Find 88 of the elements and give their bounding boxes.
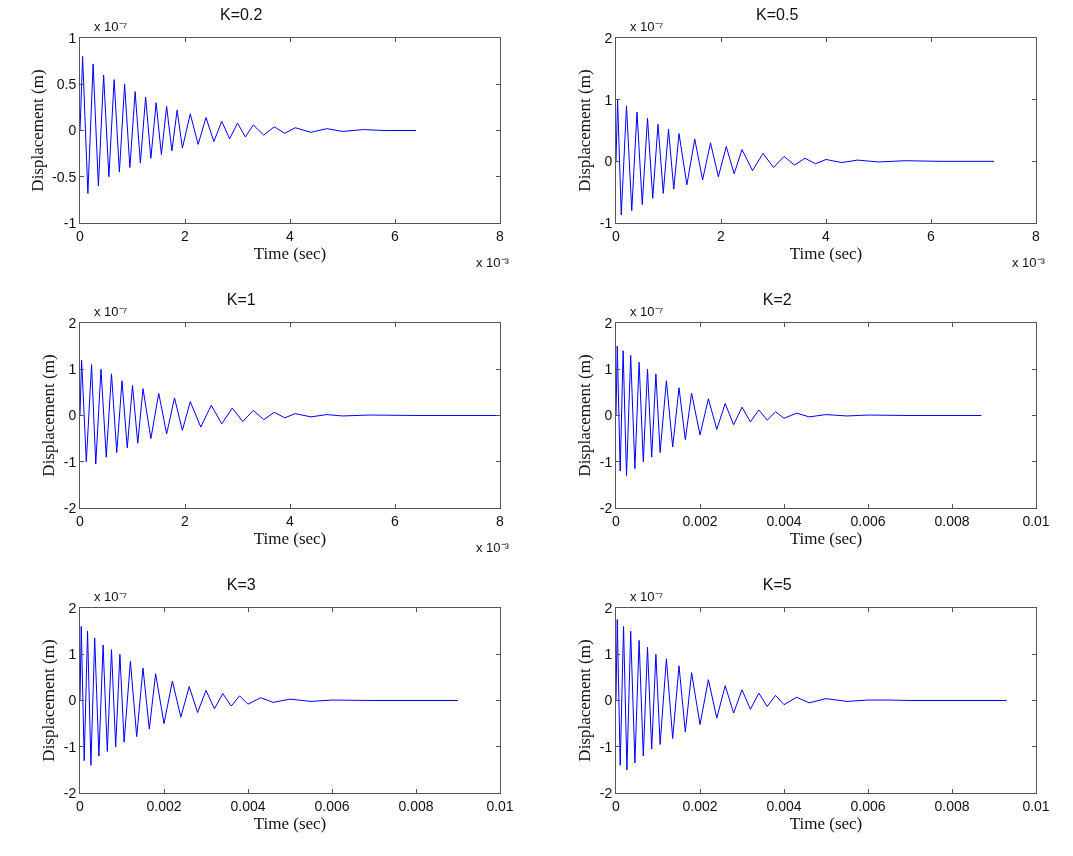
text: x 10⁻⁷ [630, 19, 664, 34]
x-tick-label: 6 [927, 227, 936, 244]
x-axis-title: Time (sec) [253, 243, 327, 263]
x-tick-label: 4 [822, 227, 831, 244]
y-tick-label: 1 [604, 91, 613, 108]
line-series [80, 56, 417, 194]
line-series [616, 619, 1008, 771]
y-tick-label: -2 [599, 499, 613, 516]
y-axis-title: Displacement (m) [575, 69, 595, 192]
line-series [80, 626, 459, 766]
text: x 10⁻⁷ [94, 589, 128, 604]
line-series [616, 345, 982, 477]
x-tick-label: 8 [496, 512, 505, 529]
x-tick-label: 2 [717, 227, 726, 244]
text: x 10⁻⁷ [94, 19, 128, 34]
x-tick-label: 0.008 [398, 797, 434, 814]
y-tick-label: -1 [63, 738, 77, 755]
text: x 10⁻⁷ [94, 304, 128, 319]
x-tick-label: 0.002 [146, 797, 182, 814]
chart-title: K=5 [762, 575, 792, 593]
y-tick-label: 0.5 [56, 76, 77, 93]
y-axis-title: Displacement (m) [575, 354, 595, 477]
x-tick-label: 8 [1032, 227, 1041, 244]
chart-title: K=3 [226, 575, 256, 593]
x-tick-label: 8 [496, 227, 505, 244]
y-tick-label: -2 [63, 784, 77, 801]
y-tick-label: 0 [68, 407, 77, 424]
x-tick-label: 6 [391, 227, 400, 244]
x-tick-label: 4 [286, 512, 295, 529]
x-tick-label: 0.01 [1022, 512, 1050, 529]
y-tick-label: 1 [68, 29, 77, 46]
y-tick-label: -0.5 [52, 168, 77, 185]
x-tick-label: 6 [391, 512, 400, 529]
y-tick-label: 1 [604, 646, 613, 663]
x-tick-label: 0.004 [766, 512, 802, 529]
y-axis-title: Displacement (m) [575, 639, 595, 762]
y-axis-title: Displacement (m) [27, 69, 47, 192]
y-tick-label: 2 [604, 599, 613, 616]
x-tick-label: 0.008 [934, 797, 970, 814]
x-axis-title: Time (sec) [253, 813, 327, 833]
y-tick-label: 0 [604, 692, 613, 709]
x-tick-label: 0.004 [766, 797, 802, 814]
x-axis-title: Time (sec) [253, 528, 327, 548]
x-tick-label: 0.004 [230, 797, 266, 814]
y-tick-label: 0 [604, 153, 613, 170]
x-axis-title: Time (sec) [789, 528, 863, 548]
y-tick-label: -1 [599, 214, 613, 231]
line-series [616, 99, 995, 216]
x-tick-label: 4 [286, 227, 295, 244]
y-tick-label: -1 [63, 453, 77, 470]
y-tick-label: -2 [599, 784, 613, 801]
x-tick-label: 0.006 [850, 512, 886, 529]
y-tick-label: -1 [63, 214, 77, 231]
x-tick-label: 0.002 [682, 512, 718, 529]
x-tick-label: 2 [181, 512, 190, 529]
text: x 10⁻⁷ [630, 589, 664, 604]
y-tick-label: 0 [604, 407, 613, 424]
x-tick-label: 0.008 [934, 512, 970, 529]
y-tick-label: -1 [599, 453, 613, 470]
y-tick-label: 1 [68, 361, 77, 378]
x-tick-label: 0.006 [850, 797, 886, 814]
y-axis-title: Displacement (m) [39, 639, 59, 762]
y-tick-label: -1 [599, 738, 613, 755]
chart-title: K=0.5 [756, 5, 799, 23]
text: x 10⁻³ [1012, 255, 1046, 270]
x-tick-label: 0.002 [682, 797, 718, 814]
text: x 10⁻³ [476, 255, 510, 270]
y-tick-label: 0 [68, 692, 77, 709]
y-tick-label: 2 [68, 599, 77, 616]
chart-title: K=2 [762, 290, 792, 308]
y-tick-label: -2 [63, 499, 77, 516]
text: x 10⁻⁷ [630, 304, 664, 319]
x-tick-label: 2 [181, 227, 190, 244]
x-tick-label: 0.01 [486, 797, 514, 814]
y-tick-label: 2 [604, 29, 613, 46]
x-tick-label: 0.01 [1022, 797, 1050, 814]
chart-title: K=1 [226, 290, 256, 308]
chart-title: K=0.2 [220, 5, 263, 23]
y-tick-label: 2 [68, 314, 77, 331]
y-axis-title: Displacement (m) [39, 354, 59, 477]
y-tick-label: 0 [68, 122, 77, 139]
x-axis-title: Time (sec) [789, 813, 863, 833]
x-axis-title: Time (sec) [789, 243, 863, 263]
x-tick-label: 0.006 [314, 797, 350, 814]
y-tick-label: 1 [604, 361, 613, 378]
text: x 10⁻³ [476, 540, 510, 555]
y-tick-label: 2 [604, 314, 613, 331]
y-tick-label: 1 [68, 646, 77, 663]
